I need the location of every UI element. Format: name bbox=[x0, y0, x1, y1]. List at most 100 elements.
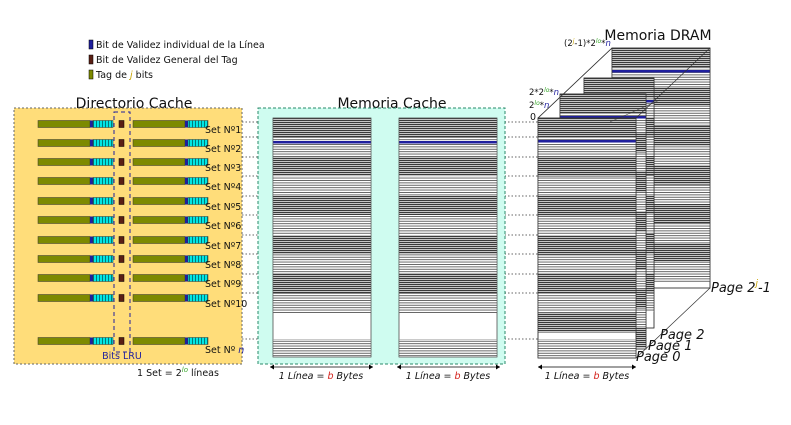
set-label: Set Nº9 bbox=[205, 279, 241, 290]
lru-bit bbox=[118, 197, 125, 205]
directory-cache: Directorio Cache Bits LRU 1 Set = 2lo lí… bbox=[13, 96, 243, 379]
valid-line-bit bbox=[90, 120, 93, 128]
valid-line-bit bbox=[185, 236, 188, 244]
dram-addr-low: 2lo*n bbox=[529, 100, 549, 111]
tag-field bbox=[132, 337, 186, 345]
line-valid-bits bbox=[187, 158, 209, 166]
line-valid-bits bbox=[187, 337, 209, 345]
set-label-n: Set Nº n bbox=[205, 345, 244, 356]
line-valid-bits bbox=[92, 216, 114, 224]
tag-field bbox=[132, 197, 186, 205]
valid-line-bit bbox=[90, 216, 93, 224]
valid-line-bit bbox=[185, 255, 188, 263]
line-bytes-label: 1 Línea = b Bytes bbox=[279, 371, 363, 382]
line-valid-bits bbox=[92, 158, 114, 166]
directory-row bbox=[37, 294, 209, 302]
valid-line-bit bbox=[185, 274, 188, 282]
line-valid-bits bbox=[187, 255, 209, 263]
set-label: Set Nº3 bbox=[205, 163, 241, 174]
valid-line-bit bbox=[90, 197, 93, 205]
tag-field bbox=[37, 216, 91, 224]
dram-memory: Memoria DRAM (2j-1)*2lo*n 2*2lo*n 2lo*n … bbox=[529, 28, 771, 365]
directory-row bbox=[37, 255, 209, 263]
lru-bits-label: Bits LRU bbox=[102, 351, 142, 362]
line-valid-bits bbox=[187, 294, 209, 302]
line-valid-bits bbox=[187, 139, 209, 147]
set-label: Set Nº8 bbox=[205, 260, 241, 271]
valid-line-bit bbox=[185, 197, 188, 205]
line-valid-bits bbox=[92, 139, 114, 147]
tag-field bbox=[132, 294, 186, 302]
line-valid-bits bbox=[187, 177, 209, 185]
line-valid-bits bbox=[187, 236, 209, 244]
tag-field bbox=[37, 120, 91, 128]
valid-line-bit bbox=[90, 139, 93, 147]
directory-row bbox=[37, 274, 209, 282]
valid-line-bit bbox=[90, 236, 93, 244]
perspective-edge bbox=[635, 47, 711, 119]
line-valid-bits bbox=[187, 274, 209, 282]
line-valid-bits bbox=[187, 120, 209, 128]
set-label: Set Nº10 bbox=[205, 299, 247, 310]
tag-field bbox=[37, 236, 91, 244]
tag-field bbox=[132, 274, 186, 282]
line-valid-bits bbox=[92, 120, 114, 128]
cache-way-2 bbox=[398, 117, 498, 358]
directory-row bbox=[37, 216, 209, 224]
directory-row bbox=[37, 177, 209, 185]
line-valid-bits bbox=[187, 216, 209, 224]
valid-line-bit bbox=[185, 294, 188, 302]
set-label: Set Nº5 bbox=[205, 202, 241, 213]
valid-line-bit bbox=[185, 177, 188, 185]
set-label: Set Nº6 bbox=[205, 221, 241, 232]
directory-row bbox=[37, 337, 209, 345]
lru-bit bbox=[118, 139, 125, 147]
set-label: Set Nº4 bbox=[205, 182, 241, 193]
tag-field bbox=[37, 139, 91, 147]
set-label: Set Nº2 bbox=[205, 144, 241, 155]
cache-way-1 bbox=[272, 117, 372, 358]
lru-bit bbox=[118, 120, 125, 128]
valid-line-bit bbox=[185, 139, 188, 147]
valid-line-bit bbox=[90, 294, 93, 302]
line-valid-bits bbox=[187, 197, 209, 205]
dram-addr-top: (2j-1)*2lo*n bbox=[564, 38, 611, 49]
tag-field bbox=[132, 120, 186, 128]
set-label: Set Nº1 bbox=[205, 125, 241, 136]
lru-bit bbox=[118, 294, 125, 302]
tag-field bbox=[37, 197, 91, 205]
legend-swatch-valid-tag bbox=[88, 54, 94, 65]
valid-line-bit bbox=[185, 216, 188, 224]
memory-cache: Memoria Cache bbox=[257, 96, 506, 365]
line-valid-bits bbox=[92, 236, 114, 244]
tag-field bbox=[37, 255, 91, 263]
dram-addr-mid: 2*2lo*n bbox=[529, 87, 559, 98]
dram-addr-zero: 0 bbox=[530, 112, 536, 123]
lru-bit bbox=[118, 158, 125, 166]
tag-field bbox=[37, 294, 91, 302]
legend-label-tag: Tag de j bits bbox=[95, 70, 153, 81]
legend-swatch-tag bbox=[88, 69, 94, 80]
valid-line-bit bbox=[90, 274, 93, 282]
line-valid-bits bbox=[92, 274, 114, 282]
tag-field bbox=[37, 177, 91, 185]
tag-field bbox=[132, 236, 186, 244]
lru-bit bbox=[118, 177, 125, 185]
lru-bits-box bbox=[113, 111, 131, 353]
tag-field bbox=[132, 158, 186, 166]
set-labels: Set Nº1 Set Nº2 Set Nº3 Set Nº4 Set Nº5 Set N… bbox=[205, 125, 247, 310]
page-label-0: Page 0 bbox=[636, 350, 680, 365]
tag-field bbox=[37, 337, 91, 345]
lru-bit bbox=[118, 274, 125, 282]
tag-field bbox=[132, 216, 186, 224]
page-label-last: Page 2j-1 bbox=[711, 279, 771, 296]
one-set-label: 1 Set = 2lo líneas bbox=[137, 366, 219, 379]
directory-row bbox=[37, 139, 209, 147]
line-width-annotations: 1 Línea = b Bytes 1 Línea = b Bytes 1 Líne… bbox=[270, 364, 636, 382]
tag-field bbox=[37, 274, 91, 282]
legend: Bit de Validez individual de la Línea Bi… bbox=[88, 39, 265, 81]
valid-line-bit bbox=[90, 158, 93, 166]
line-valid-bits bbox=[92, 294, 114, 302]
valid-line-bit bbox=[90, 255, 93, 263]
line-valid-bits bbox=[92, 255, 114, 263]
